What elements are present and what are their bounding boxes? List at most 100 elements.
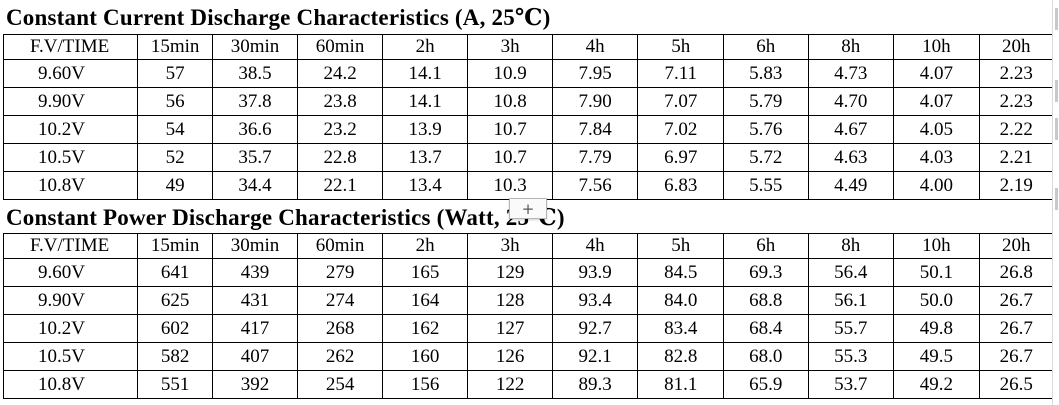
value-cell: 53.7 xyxy=(807,370,895,399)
final-voltage-cell: 10.2V xyxy=(2,115,139,144)
value-cell: 89.3 xyxy=(551,370,639,399)
table-row: 10.5V 52 35.7 22.8 13.7 10.7 7.79 6.97 5.72 4.63 4… xyxy=(2,143,1055,172)
header-cell-duration: 8h xyxy=(807,233,895,259)
header-cell-duration: 60min xyxy=(297,34,383,60)
value-cell: 439 xyxy=(211,258,299,287)
table-row: 10.5V 582 407 262 160 126 92.1 82.8 68.0 55.3 49.5… xyxy=(2,342,1055,371)
power-discharge-table: F.V/TIME 15min 30min 60min 2h 3h 4h 5h 6h 8h 10h 20… xyxy=(2,233,1055,399)
value-cell: 10.8 xyxy=(467,87,553,116)
value-cell: 5.72 xyxy=(722,143,809,172)
value-cell: 92.1 xyxy=(551,342,639,371)
value-cell: 7.79 xyxy=(551,143,639,172)
value-cell: 13.7 xyxy=(381,143,469,172)
value-cell: 126 xyxy=(467,342,553,371)
value-cell: 37.8 xyxy=(211,87,299,116)
value-cell: 2.21 xyxy=(978,143,1055,172)
value-cell: 23.2 xyxy=(297,115,383,144)
value-cell: 7.56 xyxy=(551,171,639,200)
value-cell: 4.03 xyxy=(893,143,980,172)
value-cell: 2.22 xyxy=(978,115,1055,144)
header-cell-duration: 2h xyxy=(381,233,469,259)
current-discharge-table: F.V/TIME 15min 30min 60min 2h 3h 4h 5h 6h 8h 10h 20… xyxy=(2,34,1055,200)
value-cell: 10.3 xyxy=(467,171,553,200)
value-cell: 84.0 xyxy=(637,286,724,315)
value-cell: 262 xyxy=(297,342,383,371)
value-cell: 164 xyxy=(381,286,469,315)
value-cell: 84.5 xyxy=(637,258,724,287)
value-cell: 55.3 xyxy=(807,342,895,371)
final-voltage-cell: 9.60V xyxy=(2,59,139,88)
value-cell: 24.2 xyxy=(297,59,383,88)
value-cell: 36.6 xyxy=(211,115,299,144)
header-cell-duration: 10h xyxy=(893,34,980,60)
header-cell-duration: 5h xyxy=(637,34,724,60)
value-cell: 22.8 xyxy=(297,143,383,172)
value-cell: 5.79 xyxy=(722,87,809,116)
value-cell: 162 xyxy=(381,314,469,343)
value-cell: 165 xyxy=(381,258,469,287)
value-cell: 57 xyxy=(137,59,213,88)
value-cell: 49.5 xyxy=(893,342,980,371)
final-voltage-cell: 9.90V xyxy=(2,286,139,315)
value-cell: 26.7 xyxy=(978,342,1055,371)
table-row: 9.60V 641 439 279 165 129 93.9 84.5 69.3 56.4 50.1… xyxy=(2,258,1055,287)
value-cell: 417 xyxy=(211,314,299,343)
value-cell: 4.07 xyxy=(893,59,980,88)
table-row: 9.90V 625 431 274 164 128 93.4 84.0 68.8 56.1 50.0… xyxy=(2,286,1055,315)
value-cell: 7.11 xyxy=(637,59,724,88)
header-cell-duration: 6h xyxy=(722,233,809,259)
header-cell-duration: 10h xyxy=(893,233,980,259)
value-cell: 407 xyxy=(211,342,299,371)
value-cell: 49.8 xyxy=(893,314,980,343)
value-cell: 5.83 xyxy=(722,59,809,88)
value-cell: 52 xyxy=(137,143,213,172)
value-cell: 5.76 xyxy=(722,115,809,144)
value-cell: 7.95 xyxy=(551,59,639,88)
power-discharge-title: Constant Power Discharge Characteristics… xyxy=(6,205,565,230)
value-cell: 127 xyxy=(467,314,553,343)
header-cell-voltage-time: F.V/TIME xyxy=(2,233,139,259)
value-cell: 268 xyxy=(297,314,383,343)
value-cell: 274 xyxy=(297,286,383,315)
value-cell: 4.00 xyxy=(893,171,980,200)
value-cell: 23.8 xyxy=(297,87,383,116)
value-cell: 279 xyxy=(297,258,383,287)
value-cell: 4.73 xyxy=(807,59,895,88)
header-cell-duration: 2h xyxy=(381,34,469,60)
table-row: 10.8V 49 34.4 22.1 13.4 10.3 7.56 6.83 5.55 4.49 4… xyxy=(2,171,1055,200)
value-cell: 82.8 xyxy=(637,342,724,371)
value-cell: 2.23 xyxy=(978,59,1055,88)
value-cell: 156 xyxy=(381,370,469,399)
value-cell: 54 xyxy=(137,115,213,144)
value-cell: 7.07 xyxy=(637,87,724,116)
final-voltage-cell: 10.5V xyxy=(2,342,139,371)
value-cell: 129 xyxy=(467,258,553,287)
value-cell: 69.3 xyxy=(722,258,809,287)
value-cell: 7.84 xyxy=(551,115,639,144)
header-cell-duration: 3h xyxy=(467,34,553,60)
plus-icon[interactable]: + xyxy=(509,198,547,219)
value-cell: 582 xyxy=(137,342,213,371)
header-cell-duration: 4h xyxy=(551,34,639,60)
page-edge-divider xyxy=(1052,0,1059,405)
value-cell: 392 xyxy=(211,370,299,399)
final-voltage-cell: 10.8V xyxy=(2,370,139,399)
value-cell: 4.05 xyxy=(893,115,980,144)
value-cell: 6.97 xyxy=(637,143,724,172)
current-discharge-title: Constant Current Discharge Characteristi… xyxy=(6,5,551,30)
value-cell: 7.02 xyxy=(637,115,724,144)
value-cell: 10.7 xyxy=(467,143,553,172)
value-cell: 625 xyxy=(137,286,213,315)
value-cell: 122 xyxy=(467,370,553,399)
value-cell: 56.1 xyxy=(807,286,895,315)
value-cell: 431 xyxy=(211,286,299,315)
value-cell: 49 xyxy=(137,171,213,200)
header-cell-duration: 20h xyxy=(978,233,1055,259)
value-cell: 81.1 xyxy=(637,370,724,399)
value-cell: 4.49 xyxy=(807,171,895,200)
value-cell: 254 xyxy=(297,370,383,399)
value-cell: 68.8 xyxy=(722,286,809,315)
value-cell: 7.90 xyxy=(551,87,639,116)
value-cell: 4.63 xyxy=(807,143,895,172)
value-cell: 50.1 xyxy=(893,258,980,287)
